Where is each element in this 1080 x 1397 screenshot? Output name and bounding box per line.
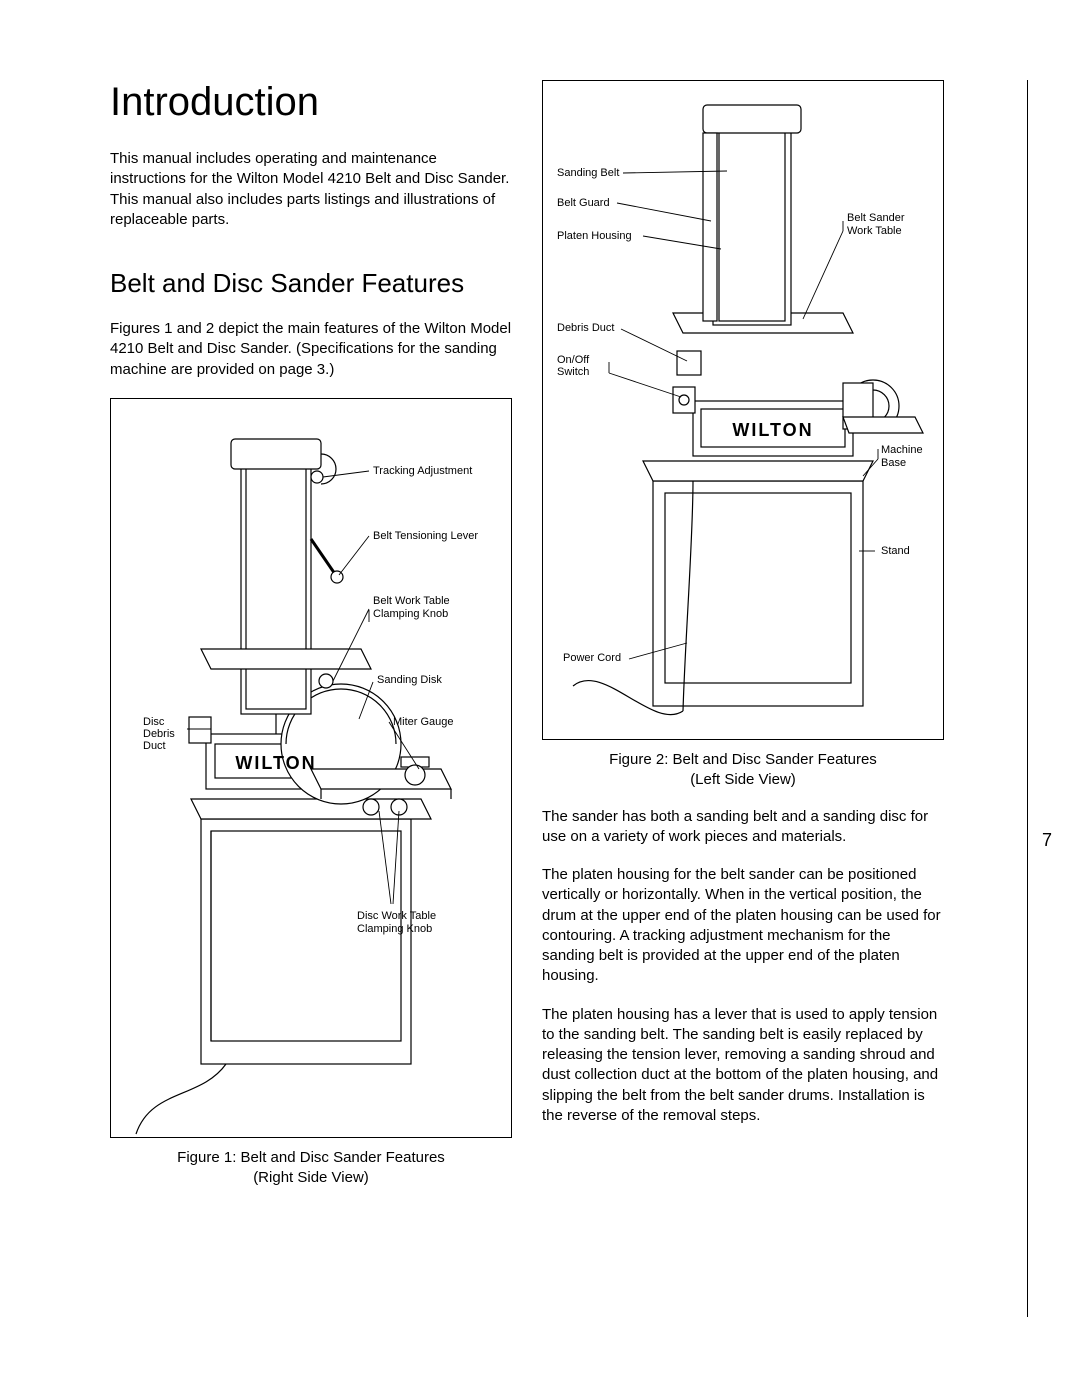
figure-2-caption: Figure 2: Belt and Disc Sander Features … — [542, 750, 944, 791]
brand-logo-fig2: WILTON — [732, 420, 813, 440]
label-disc-table-knob-1: Disc Work Table — [357, 910, 436, 922]
label-disc-debris-3: Duct — [143, 740, 166, 752]
label-belt-work-table-2: Work Table — [847, 225, 902, 237]
body-para-1: The sander has both a sanding belt and a… — [542, 807, 944, 848]
label-platen-housing: Platen Housing — [557, 230, 632, 242]
label-power-cord: Power Cord — [563, 652, 621, 664]
label-sanding-belt: Sanding Belt — [557, 167, 619, 179]
label-stand: Stand — [881, 545, 910, 557]
label-miter-gauge: Miter Gauge — [393, 716, 454, 728]
heading-introduction: Introduction — [110, 80, 512, 125]
page-number: 7 — [1042, 830, 1052, 851]
fig2-caption-line1: Figure 2: Belt and Disc Sander Features — [609, 751, 877, 768]
figure-1-caption: Figure 1: Belt and Disc Sander Features … — [110, 1148, 512, 1189]
figure-2-diagram: Sanding Belt Belt Guard Platen Housing B… — [543, 81, 943, 740]
label-belt-table-knob-1: Belt Work Table — [373, 595, 450, 607]
two-column-layout: Introduction This manual includes operat… — [110, 80, 1020, 1357]
label-machine-base-1: Machine — [881, 444, 923, 456]
body-para-3: The platen housing has a lever that is u… — [542, 1005, 944, 1127]
label-machine-base-2: Base — [881, 457, 906, 469]
intro-paragraph: This manual includes operating and maint… — [110, 149, 512, 230]
label-onoff-2: Switch — [557, 366, 589, 378]
label-tracking-adjustment: Tracking Adjustment — [373, 465, 472, 477]
label-disc-debris-2: Debris — [143, 728, 175, 740]
right-column: Sanding Belt Belt Guard Platen Housing B… — [542, 80, 944, 1357]
fig1-caption-line2: (Right Side View) — [253, 1169, 369, 1186]
left-column: Introduction This manual includes operat… — [110, 80, 512, 1357]
label-belt-table-knob-2: Clamping Knob — [373, 608, 448, 620]
label-onoff-1: On/Off — [557, 354, 590, 366]
label-debris-duct: Debris Duct — [557, 322, 614, 334]
label-belt-tensioning-lever: Belt Tensioning Lever — [373, 530, 478, 542]
features-paragraph: Figures 1 and 2 depict the main features… — [110, 319, 512, 380]
fig2-caption-line2: (Left Side View) — [690, 771, 796, 788]
figure-2: Sanding Belt Belt Guard Platen Housing B… — [542, 80, 944, 740]
figure-1-diagram: Tracking Adjustment Belt Tensioning Leve… — [111, 399, 511, 1138]
heading-features: Belt and Disc Sander Features — [110, 268, 512, 299]
fig1-caption-line1: Figure 1: Belt and Disc Sander Features — [177, 1149, 445, 1166]
brand-logo-fig1: WILTON — [235, 753, 316, 773]
label-disc-debris-1: Disc — [143, 716, 165, 728]
page-side-rule — [1027, 80, 1028, 1317]
label-sanding-disk: Sanding Disk — [377, 674, 442, 686]
label-disc-table-knob-2: Clamping Knob — [357, 923, 432, 935]
body-para-2: The platen housing for the belt sander c… — [542, 865, 944, 987]
label-belt-work-table-1: Belt Sander — [847, 212, 905, 224]
figure-1: Tracking Adjustment Belt Tensioning Leve… — [110, 398, 512, 1138]
label-belt-guard: Belt Guard — [557, 197, 610, 209]
